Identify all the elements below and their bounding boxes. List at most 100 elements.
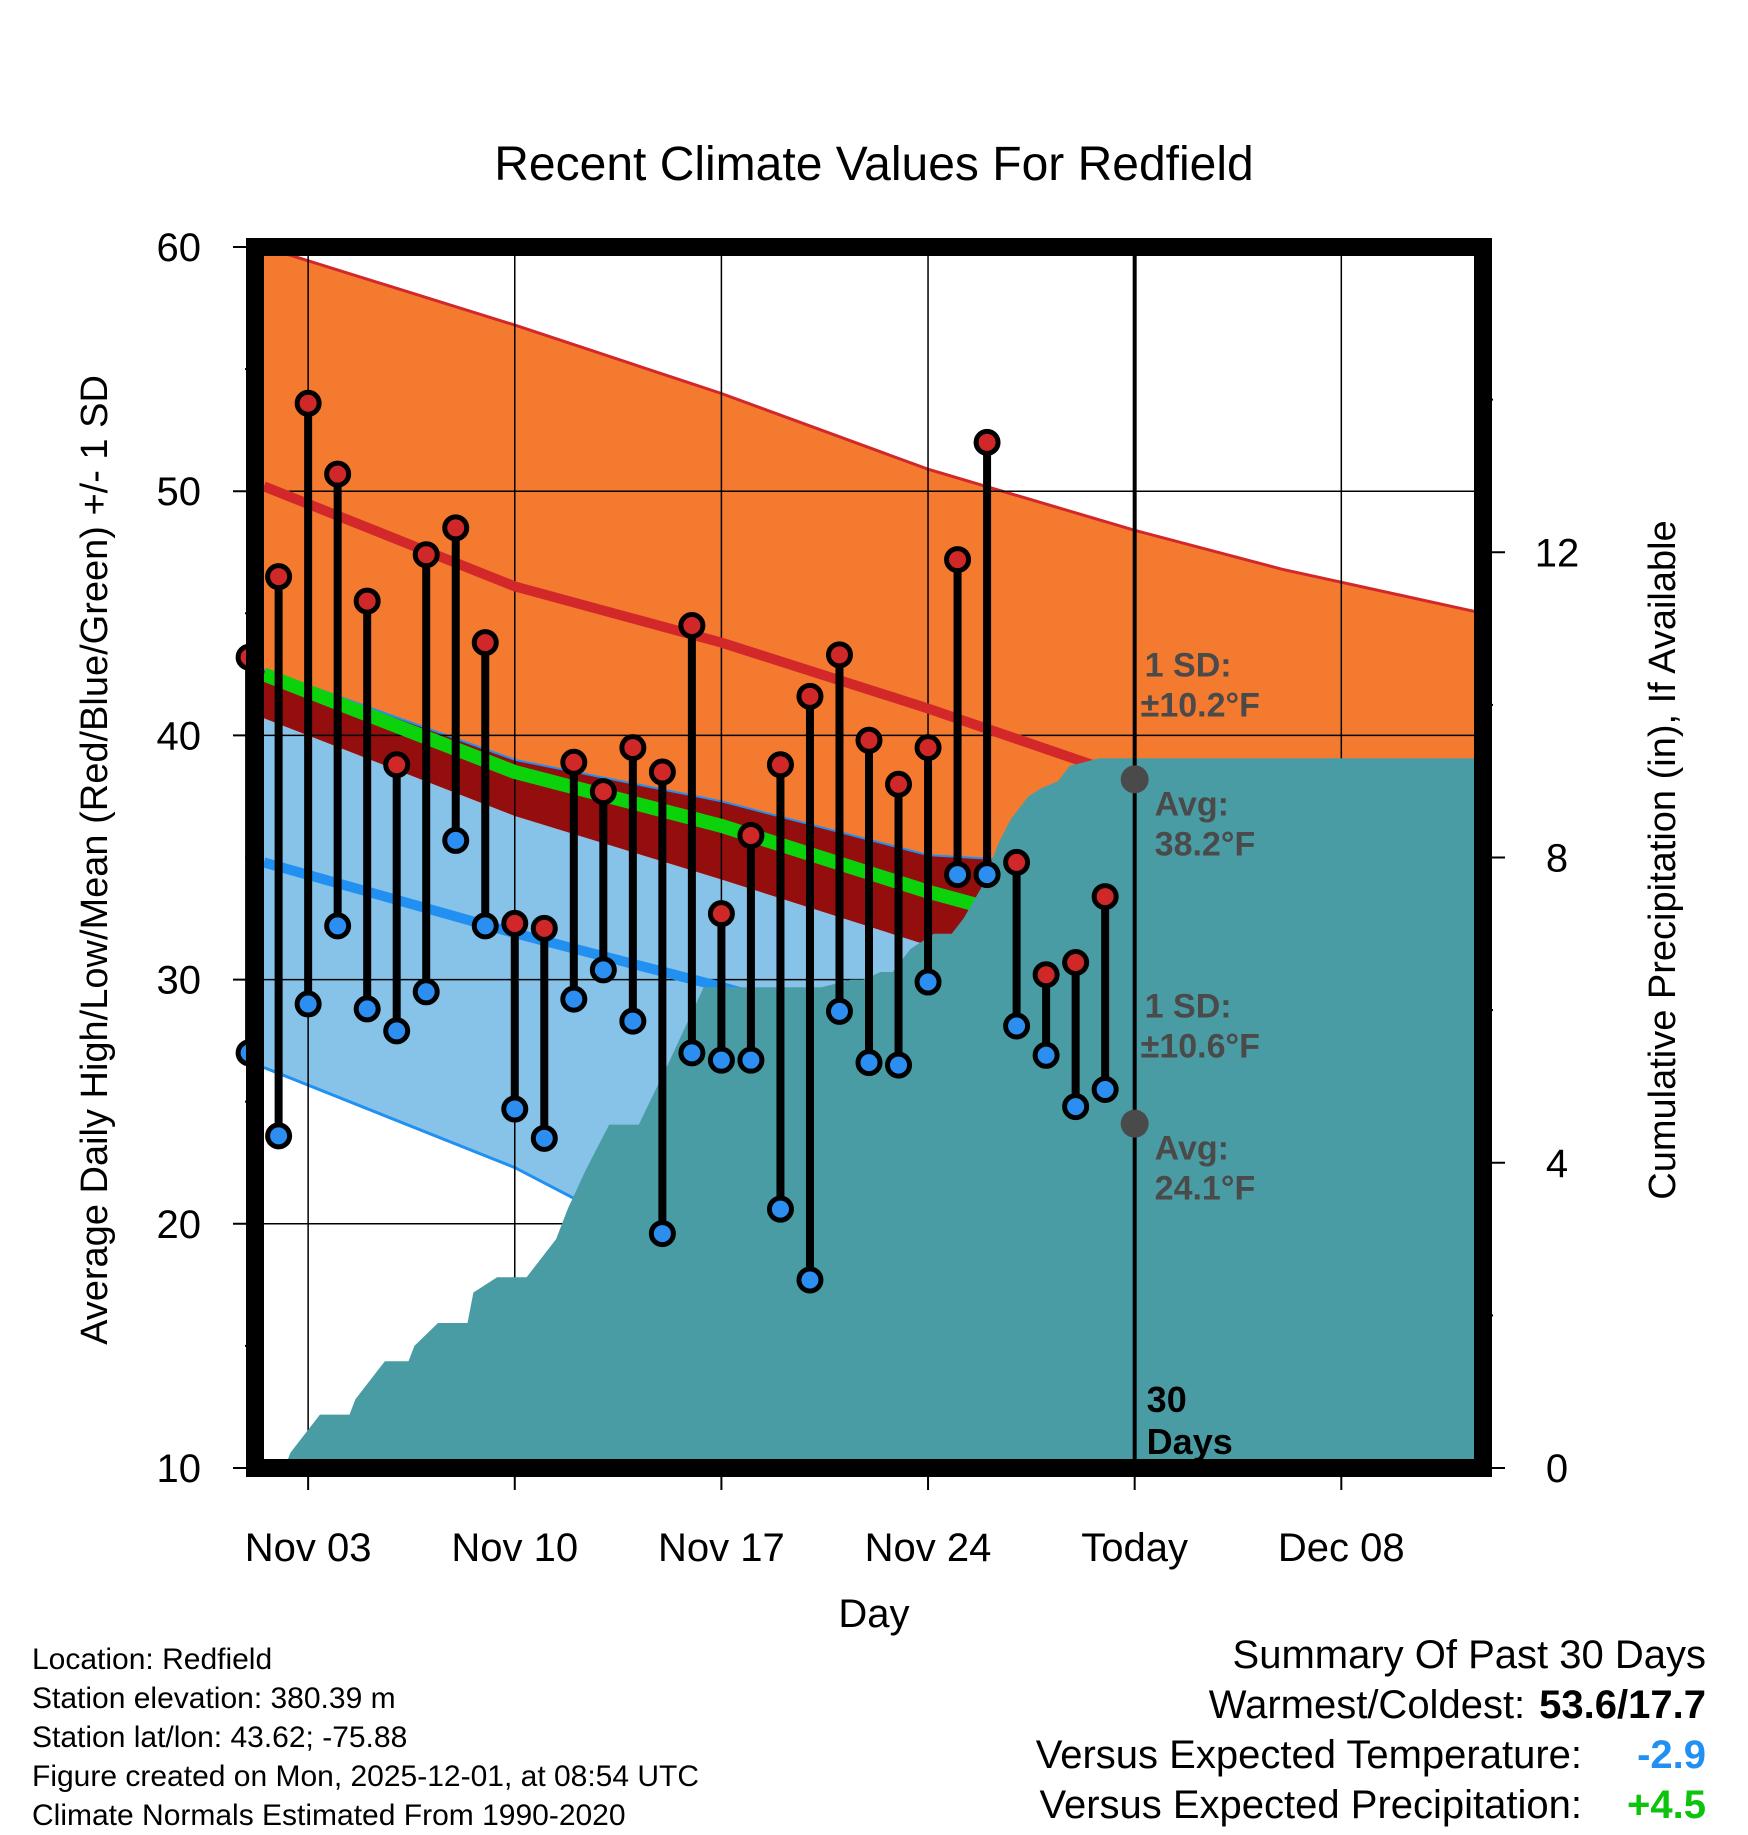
daily-low-point: [766, 1195, 794, 1223]
daily-high-point: [353, 587, 381, 615]
daily-high-point: [294, 389, 322, 417]
daily-high-point: [855, 726, 883, 754]
precip-anomaly-value: +4.5: [1627, 1783, 1706, 1827]
normals-text: Climate Normals Estimated From 1990-2020: [32, 1799, 626, 1832]
daily-high-point: [1091, 883, 1119, 911]
daily-high-point: [619, 734, 647, 762]
x-tick-label: Dec 08: [1278, 1526, 1405, 1570]
today-high-avg-marker: [1120, 765, 1149, 794]
daily-low-point: [973, 861, 1001, 889]
high-sd-value: ±10.2°F: [1141, 686, 1260, 724]
precip-fill: [255, 758, 1483, 1468]
x-tick-label: Today: [1081, 1526, 1188, 1570]
today-low-avg-marker: [1120, 1109, 1149, 1138]
summary-warmest-row: Warmest/Coldest: 53.6/17.7: [1036, 1680, 1706, 1730]
daily-low-point: [1032, 1041, 1060, 1069]
daily-low-point: [265, 1122, 293, 1150]
daily-high-point: [265, 563, 293, 591]
low-avg-value: 24.1°F: [1155, 1170, 1256, 1208]
y-tick-label: 50: [157, 470, 202, 514]
daily-low-point: [530, 1124, 558, 1152]
daily-observations: [235, 389, 1119, 1294]
daily-high-point: [1032, 961, 1060, 989]
precip-anomaly-label: Versus Expected Precipitation:: [1039, 1783, 1582, 1827]
low-avg-label: Avg:: [1155, 1130, 1229, 1168]
y2-tick-label: 8: [1546, 837, 1568, 881]
daily-high-point: [973, 428, 1001, 456]
daily-high-point: [383, 751, 411, 779]
high-avg-value: 38.2°F: [1155, 825, 1256, 863]
y-tick-label: 10: [157, 1447, 202, 1491]
daily-low-point: [383, 1017, 411, 1045]
daily-high-point: [944, 546, 972, 574]
daily-low-point: [412, 978, 440, 1006]
warmest-value: 53.6/17.7: [1539, 1683, 1706, 1727]
summary-temp-row: Versus Expected Temperature: -2.9: [1036, 1730, 1706, 1780]
daily-low-point: [619, 1007, 647, 1035]
daily-low-point: [944, 861, 972, 889]
daily-high-point: [737, 822, 765, 850]
created-text: Figure created on Mon, 2025-12-01, at 08…: [32, 1760, 700, 1793]
elevation-text: Station elevation: 380.39 m: [32, 1682, 396, 1715]
daily-low-point: [707, 1046, 735, 1074]
y2-tick-label: 4: [1546, 1142, 1568, 1186]
daily-high-point: [648, 758, 676, 786]
daily-low-point: [1091, 1075, 1119, 1103]
daily-high-point: [589, 778, 617, 806]
summary-panel: Summary Of Past 30 Days Warmest/Coldest:…: [1036, 1630, 1706, 1830]
daily-high-point: [885, 770, 913, 798]
daily-low-point: [501, 1095, 529, 1123]
daily-high-point: [412, 541, 440, 569]
daily-low-point: [294, 990, 322, 1018]
daily-low-point: [1003, 1012, 1031, 1040]
daily-low-point: [825, 997, 853, 1025]
daily-low-point: [914, 968, 942, 996]
summary-title: Summary Of Past 30 Days: [1232, 1633, 1706, 1677]
daily-high-point: [501, 909, 529, 937]
low-sd-label: 1 SD:: [1145, 988, 1232, 1026]
daily-high-point: [707, 900, 735, 928]
daily-low-point: [855, 1049, 883, 1077]
low-sd-value: ±10.6°F: [1141, 1028, 1260, 1066]
x-tick-label: Nov 17: [658, 1526, 785, 1570]
daily-high-point: [530, 914, 558, 942]
temp-anomaly-value: -2.9: [1637, 1733, 1706, 1777]
station-info: Location: Redfield Station elevation: 38…: [32, 1640, 699, 1835]
y-tick-label: 60: [157, 226, 202, 270]
y2-axis-label: Cumulative Precipitation (in), If Availa…: [1642, 520, 1684, 1199]
climate-chart: Recent Climate Values For Redfield 1 SD:…: [74, 138, 1684, 1636]
daily-high-point: [471, 629, 499, 657]
chart-title: Recent Climate Values For Redfield: [494, 138, 1253, 191]
daily-low-point: [324, 912, 352, 940]
precipitation-area: [255, 758, 1483, 1468]
y2-tick-label: 12: [1535, 531, 1580, 575]
x-tick-label: Nov 24: [865, 1526, 992, 1570]
daily-low-point: [471, 912, 499, 940]
y2-tick-label: 0: [1546, 1447, 1568, 1491]
high-avg-label: Avg:: [1155, 785, 1229, 823]
warmest-label: Warmest/Coldest:: [1208, 1683, 1526, 1727]
daily-high-point: [796, 682, 824, 710]
period-unit-label: Days: [1147, 1421, 1233, 1462]
daily-low-point: [1062, 1093, 1090, 1121]
daily-high-point: [678, 612, 706, 640]
summary-precip-row: Versus Expected Precipitation: +4.5: [1036, 1780, 1706, 1830]
daily-high-point: [442, 514, 470, 542]
daily-low-point: [353, 995, 381, 1023]
y-tick-label: 30: [157, 959, 202, 1003]
y-tick-label: 20: [157, 1203, 202, 1247]
daily-low-point: [560, 985, 588, 1013]
daily-low-point: [678, 1039, 706, 1067]
daily-low-point: [648, 1220, 676, 1248]
x-tick-label: Nov 03: [245, 1526, 372, 1570]
daily-high-point: [1003, 848, 1031, 876]
y-tick-label: 40: [157, 714, 202, 758]
latlon-text: Station lat/lon: 43.62; -75.88: [32, 1721, 408, 1754]
daily-low-point: [737, 1046, 765, 1074]
x-axis-label: Day: [838, 1592, 909, 1636]
daily-low-point: [589, 956, 617, 984]
daily-high-point: [825, 641, 853, 669]
daily-high-point: [560, 748, 588, 776]
daily-high-point: [324, 460, 352, 488]
x-tick-label: Nov 10: [451, 1526, 578, 1570]
